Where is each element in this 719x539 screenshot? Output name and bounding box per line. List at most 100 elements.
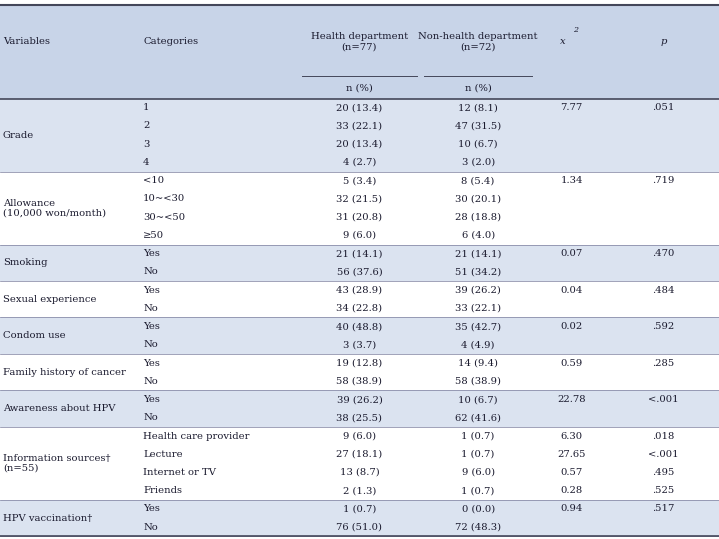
Text: Yes: Yes (143, 249, 160, 258)
Text: .470: .470 (652, 249, 674, 258)
Text: Health department
(n=77): Health department (n=77) (311, 32, 408, 51)
Text: .719: .719 (652, 176, 674, 185)
Text: .592: .592 (652, 322, 674, 331)
Text: No: No (143, 340, 158, 349)
Text: No: No (143, 304, 158, 313)
Text: 8 (5.4): 8 (5.4) (462, 176, 495, 185)
Text: Yes: Yes (143, 358, 160, 368)
Text: 14 (9.4): 14 (9.4) (458, 358, 498, 368)
Text: 33 (22.1): 33 (22.1) (455, 304, 501, 313)
Text: 0.59: 0.59 (561, 358, 582, 368)
Text: 9 (6.0): 9 (6.0) (343, 432, 376, 440)
Text: Health care provider: Health care provider (143, 432, 249, 440)
Text: 1 (0.7): 1 (0.7) (462, 450, 495, 459)
Text: .051: .051 (652, 103, 674, 112)
Text: 27 (18.1): 27 (18.1) (336, 450, 383, 459)
Text: Allowance: Allowance (3, 199, 55, 208)
Text: Smoking: Smoking (3, 258, 47, 267)
Text: 76 (51.0): 76 (51.0) (336, 523, 383, 531)
Text: p: p (660, 37, 667, 46)
Bar (0, 390, 719, 427)
Text: 2 (1.3): 2 (1.3) (343, 486, 376, 495)
Bar (0, 99, 719, 171)
Text: <.001: <.001 (648, 450, 679, 459)
Text: 33 (22.1): 33 (22.1) (336, 121, 383, 130)
Text: No: No (143, 377, 158, 386)
Text: 20 (13.4): 20 (13.4) (336, 140, 383, 149)
Text: 6 (4.0): 6 (4.0) (462, 231, 495, 240)
Text: 7.77: 7.77 (561, 103, 582, 112)
Text: (n=55): (n=55) (3, 464, 38, 472)
Text: 31 (20.8): 31 (20.8) (336, 213, 383, 222)
Text: 0.57: 0.57 (561, 468, 582, 477)
Text: 1 (0.7): 1 (0.7) (462, 486, 495, 495)
Text: 9 (6.0): 9 (6.0) (462, 468, 495, 477)
Text: 38 (25.5): 38 (25.5) (336, 413, 383, 422)
Text: 0 (0.0): 0 (0.0) (462, 505, 495, 514)
Text: No: No (143, 413, 158, 422)
Text: Yes: Yes (143, 322, 160, 331)
Text: 1.34: 1.34 (560, 176, 583, 185)
Text: 39 (26.2): 39 (26.2) (336, 395, 383, 404)
Text: Information sources†: Information sources† (3, 454, 111, 464)
Bar (0, 317, 719, 354)
Text: Family history of cancer: Family history of cancer (3, 368, 126, 377)
Text: 10 (6.7): 10 (6.7) (458, 140, 498, 149)
Text: .517: .517 (652, 505, 674, 514)
Text: Friends: Friends (143, 486, 182, 495)
Text: 72 (48.3): 72 (48.3) (455, 523, 501, 531)
Text: 2: 2 (574, 26, 578, 34)
Text: 58 (38.9): 58 (38.9) (336, 377, 383, 386)
Text: Non-health department
(n=72): Non-health department (n=72) (418, 32, 538, 51)
Bar (0, 427, 719, 500)
Text: 3: 3 (143, 140, 150, 149)
Text: 47 (31.5): 47 (31.5) (455, 121, 501, 130)
Text: .484: .484 (652, 286, 674, 295)
Bar (0, 5, 719, 99)
Bar (0, 354, 719, 390)
Bar (0, 171, 719, 245)
Text: ≥50: ≥50 (143, 231, 164, 240)
Text: 21 (14.1): 21 (14.1) (336, 249, 383, 258)
Text: 32 (21.5): 32 (21.5) (336, 195, 383, 203)
Text: Yes: Yes (143, 286, 160, 295)
Bar (0, 500, 719, 536)
Text: 2: 2 (143, 121, 150, 130)
Text: No: No (143, 523, 158, 531)
Text: <.001: <.001 (648, 395, 679, 404)
Text: 1 (0.7): 1 (0.7) (343, 505, 376, 514)
Text: 21 (14.1): 21 (14.1) (455, 249, 501, 258)
Text: 22.78: 22.78 (557, 395, 586, 404)
Text: Sexual experience: Sexual experience (3, 295, 96, 304)
Text: .495: .495 (652, 468, 674, 477)
Text: 4 (2.7): 4 (2.7) (343, 158, 376, 167)
Text: 0.02: 0.02 (561, 322, 582, 331)
Text: Grade: Grade (3, 130, 34, 140)
Text: 62 (41.6): 62 (41.6) (455, 413, 501, 422)
Text: 12 (8.1): 12 (8.1) (458, 103, 498, 112)
Text: 10~<30: 10~<30 (143, 195, 186, 203)
Text: .525: .525 (652, 486, 674, 495)
Text: 51 (34.2): 51 (34.2) (455, 267, 501, 277)
Text: 56 (37.6): 56 (37.6) (336, 267, 383, 277)
Text: 5 (3.4): 5 (3.4) (343, 176, 376, 185)
Text: 3 (2.0): 3 (2.0) (462, 158, 495, 167)
Text: .285: .285 (652, 358, 674, 368)
Bar (0, 281, 719, 317)
Text: Condom use: Condom use (3, 331, 65, 340)
Text: 30~<50: 30~<50 (143, 213, 186, 222)
Text: 0.28: 0.28 (561, 486, 582, 495)
Text: 10 (6.7): 10 (6.7) (458, 395, 498, 404)
Text: Yes: Yes (143, 395, 160, 404)
Text: 35 (42.7): 35 (42.7) (455, 322, 501, 331)
Text: x: x (560, 37, 566, 46)
Text: n (%): n (%) (346, 84, 373, 93)
Text: 0.94: 0.94 (560, 505, 583, 514)
Text: 39 (26.2): 39 (26.2) (455, 286, 501, 295)
Text: 6.30: 6.30 (561, 432, 582, 440)
Text: 30 (20.1): 30 (20.1) (455, 195, 501, 203)
Text: n (%): n (%) (464, 84, 492, 93)
Text: 27.65: 27.65 (557, 450, 586, 459)
Text: 1 (0.7): 1 (0.7) (462, 432, 495, 440)
Text: Awareness about HPV: Awareness about HPV (3, 404, 115, 413)
